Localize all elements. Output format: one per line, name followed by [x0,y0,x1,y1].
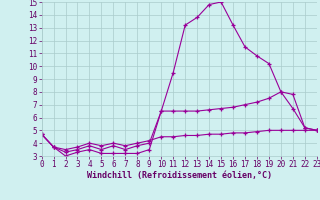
X-axis label: Windchill (Refroidissement éolien,°C): Windchill (Refroidissement éolien,°C) [87,171,272,180]
